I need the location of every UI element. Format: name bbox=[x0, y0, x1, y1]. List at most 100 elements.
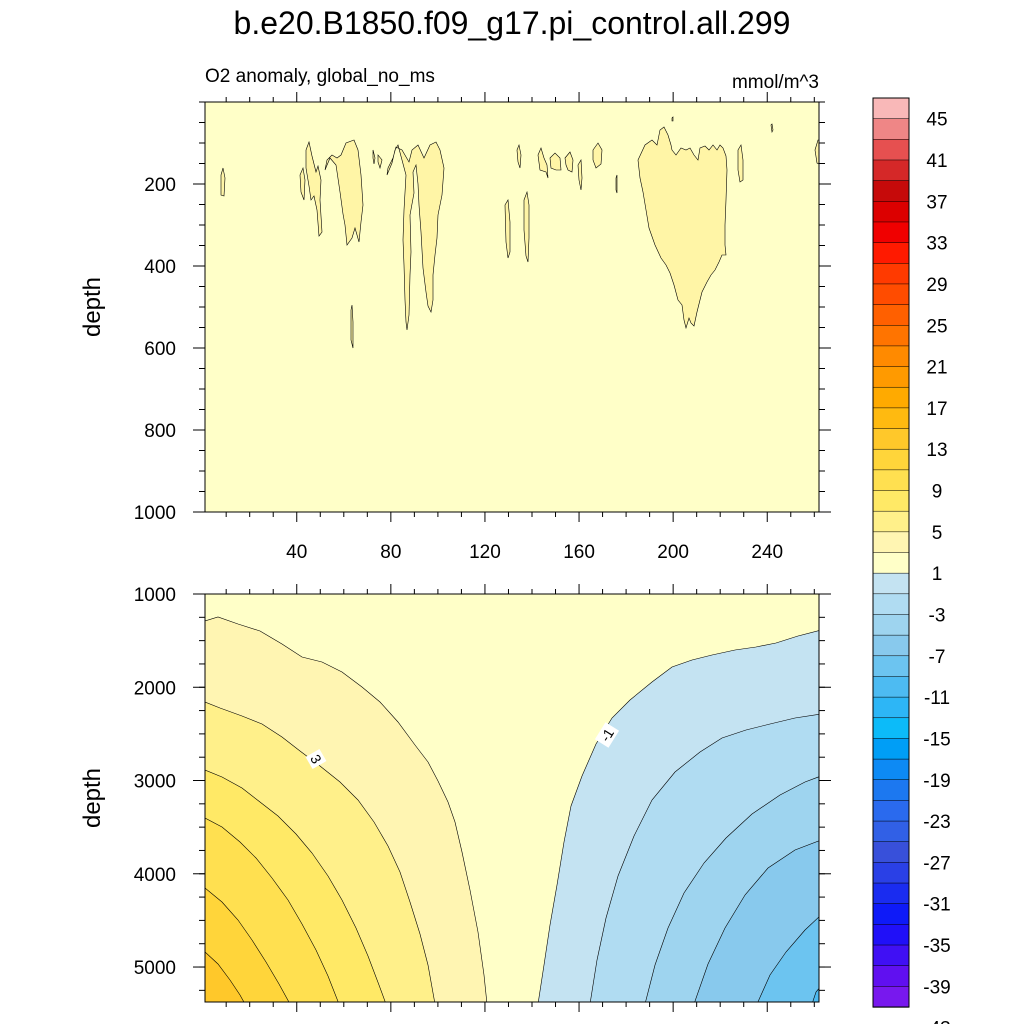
colorbar: 45 41 37 33 29 25 21 17 13 9 5 1 -3 -7 -11 -15 -19 -23 -27… bbox=[872, 97, 951, 1024]
contour-band-6 bbox=[205, 951, 245, 1002]
upper-contour-region bbox=[537, 147, 549, 179]
upper-ylabel: depth bbox=[79, 277, 106, 337]
upper-contour-region bbox=[770, 123, 774, 133]
colorbar-swatch bbox=[872, 201, 910, 223]
y-tick-label: 400 bbox=[144, 257, 176, 278]
colorbar-swatch bbox=[872, 655, 910, 678]
colorbar-label: 1 bbox=[932, 564, 943, 585]
colorbar-swatch bbox=[872, 118, 910, 140]
lower-plot-frame bbox=[204, 593, 820, 1003]
colorbar-label: 13 bbox=[926, 440, 947, 461]
x-tick-label: 80 bbox=[380, 542, 401, 563]
colorbar-swatch bbox=[872, 510, 910, 533]
colorbar-label: -23 bbox=[923, 812, 950, 833]
upper-contour-region bbox=[305, 140, 323, 237]
upper-contour-region bbox=[504, 199, 511, 259]
colorbar-label: -15 bbox=[923, 729, 950, 750]
y-tick-label: 2000 bbox=[134, 678, 176, 699]
colorbar-swatch bbox=[872, 469, 910, 492]
upper-contours bbox=[205, 102, 819, 512]
colorbar-swatch bbox=[872, 738, 910, 760]
upper-contour-region bbox=[737, 144, 744, 183]
upper-contour-region bbox=[523, 190, 530, 263]
units-label: mmol/m^3 bbox=[732, 72, 819, 93]
colorbar-swatch bbox=[872, 841, 910, 864]
contour-band-12 bbox=[812, 987, 819, 1002]
x-tick-label: 160 bbox=[563, 542, 595, 563]
contour-band-11 bbox=[757, 916, 819, 1002]
x-tick-label: 240 bbox=[751, 542, 783, 563]
colorbar-swatch bbox=[872, 696, 910, 719]
upper-background-fill bbox=[205, 102, 819, 512]
colorbar-swatch bbox=[872, 366, 910, 388]
y-tick-label: 200 bbox=[144, 175, 176, 196]
colorbar-label: -43 bbox=[923, 1019, 950, 1024]
upper-contour-region bbox=[299, 166, 306, 201]
colorbar-swatch bbox=[872, 180, 910, 202]
upper-contour-region bbox=[377, 154, 383, 170]
contour-band-5 bbox=[205, 887, 290, 1002]
colorbar-swatch bbox=[872, 325, 910, 347]
colorbar-swatch bbox=[872, 345, 910, 368]
colorbar-swatch bbox=[872, 924, 910, 946]
chart-subtitle: O2 anomaly, global_no_ms bbox=[205, 66, 435, 87]
upper-contour-region bbox=[671, 116, 674, 122]
colorbar-swatch bbox=[872, 139, 910, 161]
upper-axis: 40 80 120 160 200 240 200 400 600 800 1000 bbox=[134, 92, 831, 563]
colorbar-swatch bbox=[872, 221, 910, 244]
y-tick-label: 4000 bbox=[134, 865, 176, 886]
colorbar-label: 45 bbox=[926, 110, 947, 131]
contour-label-3: 3 bbox=[305, 748, 327, 770]
upper-contour-region bbox=[564, 151, 574, 173]
colorbar-label: 29 bbox=[926, 275, 947, 296]
figure-title: b.e20.B1850.f09_g17.pi_control.all.299 bbox=[234, 5, 791, 41]
colorbar-label: -39 bbox=[923, 977, 950, 998]
upper-contour-region bbox=[577, 159, 583, 191]
colorbar-swatch bbox=[872, 903, 910, 926]
colorbar-swatch bbox=[872, 304, 910, 326]
colorbar-swatch bbox=[872, 779, 910, 802]
contour-label-neg1: -1 bbox=[594, 722, 620, 748]
y-tick-label: 1000 bbox=[134, 585, 176, 606]
colorbar-swatch bbox=[872, 428, 910, 450]
colorbar-swatch bbox=[872, 386, 910, 409]
x-tick-label: 40 bbox=[286, 542, 307, 563]
colorbar-label: -31 bbox=[923, 895, 950, 916]
y-tick-label: 5000 bbox=[134, 958, 176, 979]
lower-ylabel: depth bbox=[79, 768, 106, 828]
upper-contour-region bbox=[372, 149, 376, 165]
lower-axis: 1000 2000 3000 4000 5000 bbox=[134, 584, 831, 1012]
colorbar-swatch bbox=[872, 572, 910, 595]
x-tick-label: 200 bbox=[657, 542, 689, 563]
colorbar-swatch bbox=[872, 882, 910, 905]
colorbar-label: 9 bbox=[932, 482, 943, 503]
colorbar-swatch bbox=[872, 552, 910, 574]
colorbar-swatch bbox=[872, 965, 910, 987]
colorbar-swatch bbox=[872, 676, 910, 698]
colorbar-swatch bbox=[872, 97, 910, 120]
colorbar-label: 21 bbox=[926, 358, 947, 379]
colorbar-swatch bbox=[872, 407, 910, 430]
colorbar-swatch bbox=[872, 800, 910, 822]
colorbar-swatch bbox=[872, 159, 910, 182]
colorbar-frame bbox=[872, 97, 910, 1008]
colorbar-label: 41 bbox=[926, 151, 947, 172]
colorbar-label: 5 bbox=[932, 523, 943, 544]
colorbar-label: 33 bbox=[926, 234, 947, 255]
x-tick-label: 120 bbox=[469, 542, 501, 563]
colorbar-swatch bbox=[872, 490, 910, 512]
colorbar-label: -35 bbox=[923, 936, 950, 957]
upper-contour-region bbox=[386, 141, 445, 331]
colorbar-swatch bbox=[872, 531, 910, 554]
lower-panel: 3 -1 1000 2000 3000 4000 5000 depth bbox=[79, 584, 831, 1012]
colorbar-label: 37 bbox=[926, 192, 947, 213]
colorbar-swatch bbox=[872, 758, 910, 781]
upper-contour-region bbox=[615, 174, 618, 194]
colorbar-swatch bbox=[872, 862, 910, 884]
upper-contour-region bbox=[516, 143, 522, 169]
colorbar-swatch bbox=[872, 263, 910, 285]
lower-contours bbox=[205, 594, 819, 1002]
colorbar-label: -11 bbox=[924, 688, 950, 709]
colorbar-label: 25 bbox=[926, 316, 947, 337]
upper-contour-region bbox=[637, 126, 728, 330]
